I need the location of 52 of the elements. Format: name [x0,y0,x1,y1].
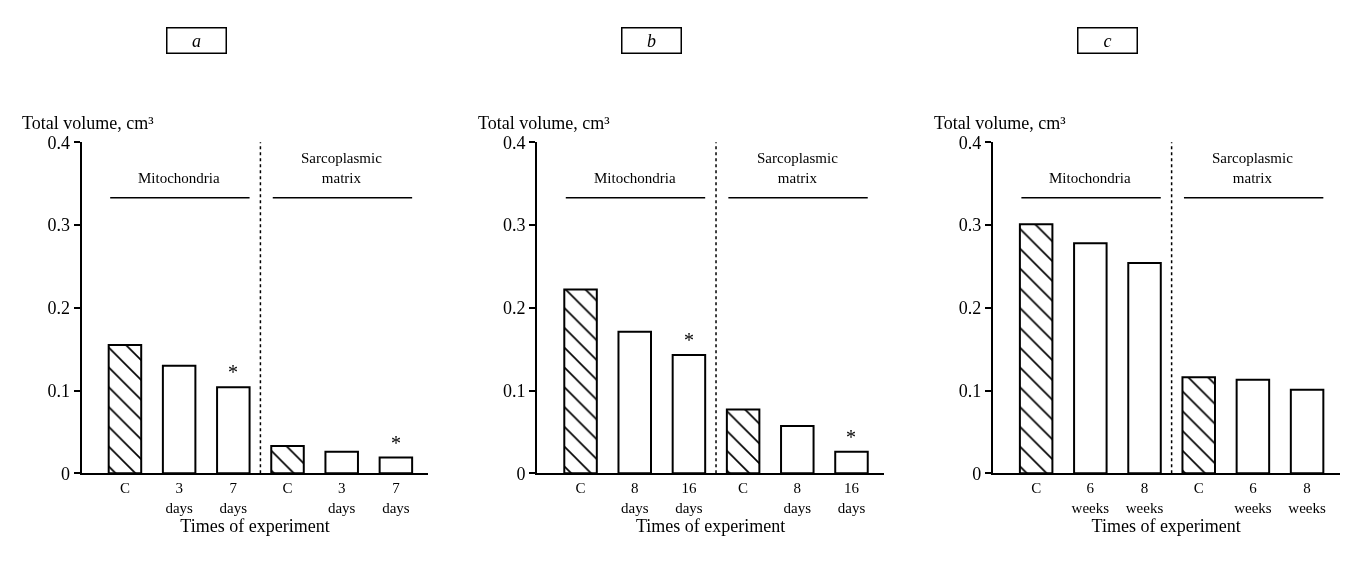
x-tick-label: 16 days [837,480,866,516]
x-tick-label: 3 days [327,480,356,516]
x-tick-label: 16 days [675,480,703,516]
data-label: * [228,361,238,383]
x-axis-title: Times of experiment [180,515,330,536]
annotation: Sarcoplasmic matrix [301,150,383,186]
x-tick-label: C [119,480,130,497]
x-tick-label: 7 days [219,480,248,516]
x-tick-label: C [1193,480,1204,497]
y-tick-label: 0 [61,463,70,484]
annotation: Mitochondria [1049,170,1131,186]
y-axis-title: Total volume, cm³ [934,113,1067,133]
annotation: Sarcoplasmic matrix [1212,150,1294,186]
y-axis-title: Total volume, cm³ [478,113,611,133]
chart-title: b [647,30,656,51]
x-tick-label: 8 weeks [1288,480,1326,516]
x-tick-label: C [282,480,293,497]
y-tick-label: 0.2 [47,298,70,319]
x-tick-label: C [575,480,586,497]
y-tick-label: 0.4 [503,132,526,153]
y-tick-label: 0.1 [503,380,526,401]
annotation: Mitochondria [594,170,676,186]
x-tick-label: 6 weeks [1071,480,1110,516]
chart-title: c [1103,30,1112,51]
y-tick-label: 0.2 [503,298,526,319]
x-tick-label: C [738,480,749,497]
x-tick-label: 6 weeks [1234,480,1272,516]
y-tick-label: 0.2 [958,298,982,319]
y-tick-label: 0.4 [47,132,70,153]
y-axis-title: Total volume, cm³ [22,113,155,133]
chart-title: a [192,30,201,51]
x-tick-label: 7 days [382,480,410,516]
y-tick-label: 0.1 [958,380,982,401]
x-axis-title: Times of experiment [635,515,786,536]
y-tick-label: 0.3 [503,215,526,236]
data-label: * [684,329,694,351]
x-tick-label: C [1031,480,1042,497]
y-tick-label: 0 [516,463,526,484]
y-tick-label: 0.1 [47,380,70,401]
data-label: * [846,426,856,448]
annotation: Sarcoplasmic matrix [757,150,839,186]
x-tick-label: 3 days [165,480,194,516]
y-tick-label: 0 [972,463,982,484]
x-tick-label: 8 days [620,480,649,516]
x-tick-label: 8 days [783,480,812,516]
annotation: Mitochondria [138,170,220,186]
y-tick-label: 0.3 [47,215,70,236]
y-tick-label: 0.4 [958,132,982,153]
y-tick-label: 0.3 [958,215,982,236]
x-axis-title: Times of experiment [1091,515,1241,536]
data-label: * [391,432,401,454]
x-tick-label: 8 weeks [1125,480,1164,516]
